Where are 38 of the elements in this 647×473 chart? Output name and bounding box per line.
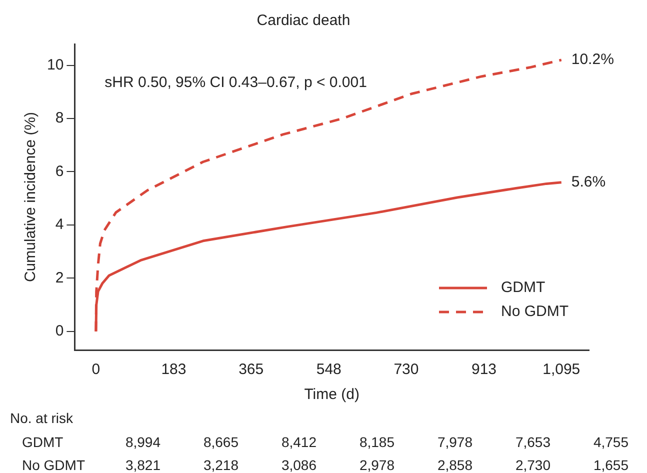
- x-tick-label: 0: [92, 361, 100, 378]
- x-tick-label: 548: [316, 361, 342, 378]
- text: 3,086: [280, 457, 318, 473]
- legend-label: GDMT: [501, 279, 546, 296]
- annotation: 10.2%: [571, 51, 614, 68]
- y-axis-title: Cumulative incidence (%): [22, 112, 40, 282]
- text: 8,412: [280, 434, 318, 450]
- y-tick-label: 0: [55, 322, 64, 340]
- annotation: sHR 0.50, 95% CI 0.43–0.67, p < 0.001: [104, 74, 367, 92]
- text: 8,185: [358, 434, 396, 450]
- chart-title: Cardiac death: [256, 12, 350, 30]
- y-tick-label: 8: [55, 110, 64, 127]
- x-tick-label: 913: [471, 361, 497, 378]
- text: 7,978: [436, 434, 474, 450]
- x-tick-label: 730: [394, 361, 419, 378]
- text: No. at risk: [10, 410, 74, 426]
- y-tick-label: 2: [55, 269, 64, 286]
- text: 7,653: [514, 434, 552, 450]
- text: 2,730: [514, 457, 552, 473]
- text: 4,755: [592, 434, 630, 450]
- y-tick-label: 6: [55, 162, 64, 180]
- annotation: 5.6%: [571, 174, 606, 191]
- x-tick-label: 365: [238, 361, 264, 378]
- legend-label: No GDMT: [501, 303, 568, 320]
- text: 1,655: [592, 457, 630, 473]
- text: GDMT: [22, 434, 64, 450]
- text: 8,665: [202, 434, 240, 450]
- text: 3,218: [202, 457, 240, 473]
- text: 2,858: [436, 457, 474, 473]
- y-tick-label: 4: [55, 216, 64, 234]
- x-tick-label: 183: [161, 361, 186, 378]
- x-axis-title: Time (d): [304, 386, 360, 404]
- text: 2,978: [358, 457, 396, 473]
- y-tick-label: 10: [46, 56, 64, 74]
- text: 8,994: [124, 434, 162, 450]
- text: No GDMT: [22, 457, 85, 473]
- text: 3,821: [124, 457, 162, 473]
- x-tick-label: 1,095: [542, 361, 580, 378]
